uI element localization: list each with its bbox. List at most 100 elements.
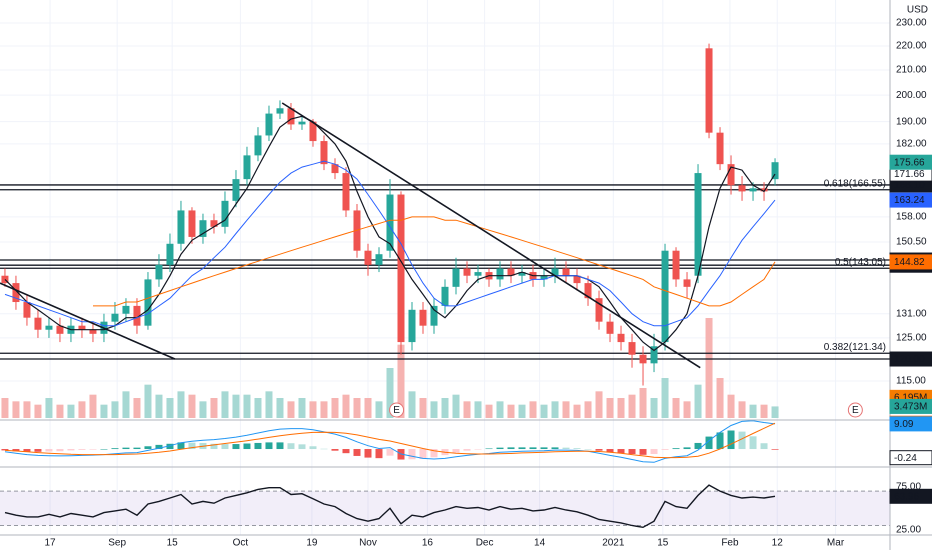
moving-average xyxy=(4,160,776,327)
rsi-tag-box xyxy=(889,488,932,504)
earnings-marker xyxy=(389,402,405,418)
candle-body xyxy=(221,200,229,227)
macd-tag-box xyxy=(889,416,932,432)
trendline xyxy=(281,102,701,369)
volume-bar xyxy=(749,404,757,418)
candle-body xyxy=(12,283,20,303)
volume-bar xyxy=(551,401,559,418)
macd-histogram-bar xyxy=(342,449,350,454)
macd-histogram-bar xyxy=(485,448,493,450)
volume-bar xyxy=(133,398,141,418)
macd-histogram-bar xyxy=(771,449,779,450)
volume-bar xyxy=(353,398,361,418)
macd-histogram-bar xyxy=(474,449,482,450)
macd-histogram-bar xyxy=(529,447,537,450)
macd-histogram-bar xyxy=(265,442,273,450)
macd-histogram-bar xyxy=(628,449,636,455)
macd-line xyxy=(4,420,776,463)
candle-body xyxy=(573,275,581,284)
candle-body xyxy=(276,108,284,114)
macd-histogram-bar xyxy=(595,449,603,451)
candle-body xyxy=(155,264,163,280)
macd-histogram-bar xyxy=(243,443,251,450)
candle-body xyxy=(606,321,614,334)
candle-body xyxy=(298,121,306,125)
candle-body xyxy=(166,243,174,265)
macd-histogram-bar xyxy=(551,447,559,450)
candle-body xyxy=(210,220,218,227)
candle-body xyxy=(342,173,350,211)
volume-bar xyxy=(452,394,460,418)
y-tick-label: 125.00 xyxy=(896,333,927,344)
volume-bar xyxy=(606,398,614,418)
volume-bar xyxy=(672,398,680,418)
candle-body xyxy=(331,164,339,174)
macd-line xyxy=(4,422,776,459)
volume-bar xyxy=(650,398,658,418)
candle-body xyxy=(760,188,768,192)
volume-bar xyxy=(254,398,262,418)
y-tick-label: 182.00 xyxy=(896,139,927,150)
volume-bar xyxy=(573,404,581,418)
macd-histogram-bar xyxy=(1,449,9,451)
volume-bar xyxy=(199,401,207,418)
volume-bar xyxy=(738,401,746,418)
volume-bar xyxy=(595,391,603,418)
candle-body xyxy=(430,305,438,326)
candle-body xyxy=(56,325,64,334)
volume-bar xyxy=(661,378,669,418)
ma-tag: 144.82 xyxy=(894,257,925,268)
volume-bar xyxy=(639,388,647,418)
x-tick-label: 12 xyxy=(772,538,784,549)
macd-histogram-bar xyxy=(683,447,691,450)
macd-histogram-bar xyxy=(452,449,460,453)
volume-bar xyxy=(518,404,526,418)
candle-body xyxy=(727,164,735,186)
macd-histogram-bar xyxy=(584,449,592,450)
candle-body xyxy=(716,132,724,165)
macd-histogram-bar xyxy=(144,446,152,450)
candle-body xyxy=(1,275,9,284)
volume-bar xyxy=(331,398,339,418)
x-tick-label: Mar xyxy=(827,538,845,549)
candle-body xyxy=(320,141,328,165)
macd-histogram-bar xyxy=(386,449,394,456)
candle-body xyxy=(705,48,713,133)
macd-histogram-bar xyxy=(727,430,735,450)
x-tick-label: 15 xyxy=(657,538,669,549)
macd-histogram-bar xyxy=(716,432,724,450)
volume-bar xyxy=(485,404,493,418)
moving-average xyxy=(4,115,776,352)
macd-histogram-bar xyxy=(661,449,669,450)
candle-body xyxy=(595,298,603,322)
candle-body xyxy=(496,268,504,280)
macd-histogram-bar xyxy=(23,449,31,452)
macd-histogram-bar xyxy=(166,443,174,450)
volume-bar xyxy=(408,391,416,418)
candle-body xyxy=(188,210,196,237)
candle-body xyxy=(617,333,625,343)
volume-bar xyxy=(34,404,42,418)
macd-histogram-bar xyxy=(573,448,581,450)
macd-histogram-bar xyxy=(111,448,119,450)
candle-body xyxy=(771,162,779,180)
candle-body xyxy=(78,325,86,330)
volume-bar xyxy=(463,401,471,418)
macd-histogram-bar xyxy=(463,449,471,451)
candle-body xyxy=(639,354,647,364)
y-tick-label: 190.00 xyxy=(896,116,927,127)
y-tick-label: 200.00 xyxy=(896,90,927,101)
macd-histogram-bar xyxy=(364,449,372,458)
macd-tag: 9.09 xyxy=(894,419,914,430)
macd-histogram-bar xyxy=(562,447,570,450)
volume-bar xyxy=(496,401,504,418)
candle-body xyxy=(199,220,207,237)
volume-bar xyxy=(760,404,768,418)
volume-tag: 6.195M xyxy=(894,392,927,403)
y-tick-label: 158.00 xyxy=(896,212,927,223)
candle-body xyxy=(628,342,636,355)
candle-body xyxy=(661,250,669,343)
candle-body xyxy=(309,121,317,142)
volume-bar xyxy=(155,394,163,418)
y-tick-label: 210.00 xyxy=(896,65,927,76)
